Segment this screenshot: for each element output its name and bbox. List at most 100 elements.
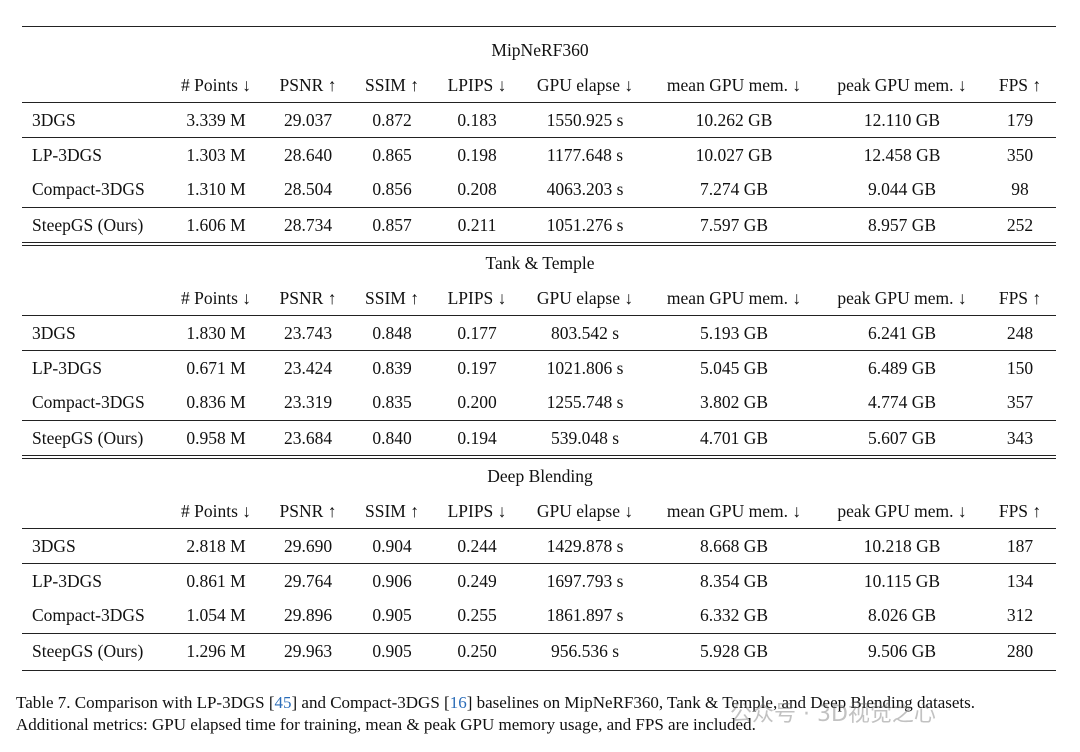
row-rule — [22, 420, 1056, 421]
cell: 1697.793 s — [546, 571, 624, 591]
column-header: mean GPU mem. ↓ — [666, 288, 802, 308]
cell: 28.640 — [283, 145, 333, 165]
row-rule — [22, 563, 1056, 564]
cell: 0.197 — [457, 358, 497, 378]
cell: 10.115 GB — [863, 571, 941, 591]
column-header: FPS ↑ — [998, 75, 1042, 95]
cell: 0.194 — [457, 428, 497, 448]
cell: 0.848 — [372, 323, 412, 343]
cell: 0.958 M — [186, 428, 246, 448]
row-rule — [22, 207, 1056, 208]
cell: 803.542 s — [550, 323, 620, 343]
section-title: Deep Blending — [487, 466, 593, 486]
row-label: LP-3DGS — [32, 358, 103, 378]
cell: 7.597 GB — [699, 215, 769, 235]
citation-link[interactable]: 45 — [274, 693, 292, 712]
column-header: peak GPU mem. ↓ — [837, 75, 967, 95]
cell: 0.905 — [372, 641, 412, 661]
cell: 1861.897 s — [546, 605, 624, 625]
row-label: LP-3DGS — [32, 145, 103, 165]
column-header: LPIPS ↓ — [447, 288, 507, 308]
cell: 6.489 GB — [867, 358, 937, 378]
column-header: LPIPS ↓ — [447, 501, 507, 521]
cell: 0.857 — [372, 215, 412, 235]
cell: 0.208 — [457, 179, 497, 199]
column-header: peak GPU mem. ↓ — [837, 501, 967, 521]
column-header: GPU elapse ↓ — [536, 501, 634, 521]
row-rule — [22, 350, 1056, 351]
column-header: peak GPU mem. ↓ — [837, 288, 967, 308]
cell: 1.303 M — [186, 145, 246, 165]
cell: 29.963 — [283, 641, 333, 661]
header-rule — [22, 102, 1056, 103]
column-header: GPU elapse ↓ — [536, 75, 634, 95]
cell: 8.354 GB — [699, 571, 769, 591]
cell: 0.904 — [372, 536, 412, 556]
cell: 29.896 — [283, 605, 333, 625]
cell: 98 — [1011, 179, 1029, 199]
caption-line: Table 7. Comparison with LP-3DGS [45] an… — [16, 693, 975, 713]
column-header: PSNR ↑ — [279, 75, 337, 95]
cell: 6.332 GB — [699, 605, 769, 625]
cell: 187 — [1006, 536, 1034, 556]
double-rule — [22, 242, 1056, 243]
double-rule — [22, 458, 1056, 459]
column-header: SSIM ↑ — [365, 75, 419, 95]
cell: 28.734 — [283, 215, 333, 235]
row-label: 3DGS — [32, 536, 76, 556]
column-header: SSIM ↑ — [365, 288, 419, 308]
bottom-rule — [22, 670, 1056, 671]
column-header: PSNR ↑ — [279, 501, 337, 521]
cell: 0.177 — [457, 323, 497, 343]
cell: 1550.925 s — [546, 110, 624, 130]
cell: 4.774 GB — [867, 392, 937, 412]
column-header: FPS ↑ — [998, 501, 1042, 521]
cell: 12.110 GB — [863, 110, 941, 130]
cell: 5.045 GB — [699, 358, 769, 378]
cell: 134 — [1006, 571, 1034, 591]
watermark: 公众号 · 3D视觉之心 — [730, 702, 936, 727]
cell: 8.668 GB — [699, 536, 769, 556]
row-label: Compact-3DGS — [32, 179, 145, 199]
cell: 1.310 M — [186, 179, 246, 199]
cell: 1021.806 s — [546, 358, 624, 378]
cell: 4063.203 s — [546, 179, 624, 199]
row-label: Compact-3DGS — [32, 392, 145, 412]
cell: 0.906 — [372, 571, 412, 591]
cell: 539.048 s — [550, 428, 620, 448]
cell: 1.830 M — [186, 323, 246, 343]
cell: 150 — [1006, 358, 1034, 378]
cell: 10.218 GB — [863, 536, 941, 556]
row-label: SteepGS (Ours) — [32, 215, 144, 235]
cell: 350 — [1006, 145, 1034, 165]
cell: 3.802 GB — [699, 392, 769, 412]
cell: 2.818 M — [186, 536, 246, 556]
row-rule — [22, 137, 1056, 138]
cell: 0.244 — [457, 536, 497, 556]
cell: 28.504 — [283, 179, 333, 199]
cell: 0.200 — [457, 392, 497, 412]
cell: 0.249 — [457, 571, 497, 591]
cell: 23.684 — [283, 428, 333, 448]
row-label: LP-3DGS — [32, 571, 103, 591]
column-header: # Points ↓ — [180, 75, 252, 95]
cell: 10.262 GB — [695, 110, 773, 130]
cell: 3.339 M — [186, 110, 246, 130]
cell: 1429.878 s — [546, 536, 624, 556]
row-label: 3DGS — [32, 110, 76, 130]
cell: 0.671 M — [186, 358, 246, 378]
cell: 5.928 GB — [699, 641, 769, 661]
cell: 0.861 M — [186, 571, 246, 591]
cell: 9.044 GB — [867, 179, 937, 199]
cell: 9.506 GB — [867, 641, 937, 661]
citation-link[interactable]: 16 — [449, 693, 467, 712]
cell: 357 — [1006, 392, 1034, 412]
column-header: # Points ↓ — [180, 501, 252, 521]
cell: 8.957 GB — [867, 215, 937, 235]
caption-line: Additional metrics: GPU elapsed time for… — [16, 715, 756, 734]
caption-text: Table 7. Comparison with LP-3DGS [ — [16, 693, 275, 712]
cell: 23.319 — [283, 392, 333, 412]
header-rule — [22, 528, 1056, 529]
cell: 179 — [1006, 110, 1034, 130]
cell: 248 — [1006, 323, 1034, 343]
